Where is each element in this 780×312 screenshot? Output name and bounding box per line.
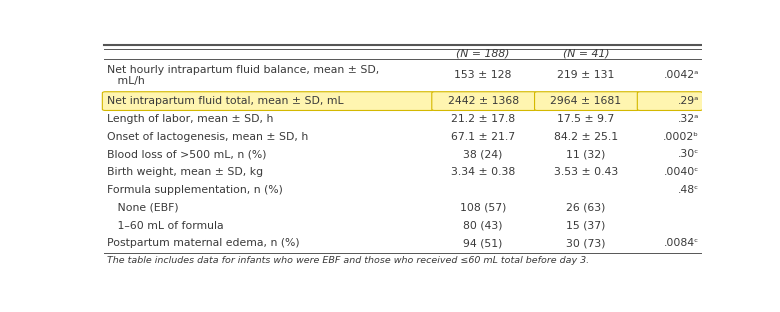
Text: .32ᵃ: .32ᵃ bbox=[678, 114, 699, 124]
Text: 15 (37): 15 (37) bbox=[566, 221, 605, 231]
Text: 2964 ± 1681: 2964 ± 1681 bbox=[551, 96, 622, 106]
Text: 38 (24): 38 (24) bbox=[463, 149, 503, 159]
FancyBboxPatch shape bbox=[432, 92, 537, 110]
FancyBboxPatch shape bbox=[637, 92, 703, 110]
Text: (N = 188): (N = 188) bbox=[456, 49, 510, 59]
Text: .0002ᵇ: .0002ᵇ bbox=[663, 132, 699, 142]
Text: .0084ᶜ: .0084ᶜ bbox=[664, 238, 699, 248]
FancyBboxPatch shape bbox=[102, 92, 434, 110]
Text: Onset of lactogenesis, mean ± SD, h: Onset of lactogenesis, mean ± SD, h bbox=[107, 132, 308, 142]
Text: 67.1 ± 21.7: 67.1 ± 21.7 bbox=[451, 132, 516, 142]
Text: .29ᵃ: .29ᵃ bbox=[678, 96, 699, 106]
Text: mL/h: mL/h bbox=[107, 76, 144, 86]
Text: 2442 ± 1368: 2442 ± 1368 bbox=[448, 96, 519, 106]
Text: 84.2 ± 25.1: 84.2 ± 25.1 bbox=[554, 132, 618, 142]
Text: 21.2 ± 17.8: 21.2 ± 17.8 bbox=[451, 114, 516, 124]
Text: 11 (32): 11 (32) bbox=[566, 149, 605, 159]
FancyBboxPatch shape bbox=[534, 92, 640, 110]
Text: Postpartum maternal edema, n (%): Postpartum maternal edema, n (%) bbox=[107, 238, 300, 248]
Text: .0040ᶜ: .0040ᶜ bbox=[664, 167, 699, 177]
Text: Blood loss of >500 mL, n (%): Blood loss of >500 mL, n (%) bbox=[107, 149, 266, 159]
Text: Net intrapartum fluid total, mean ± SD, mL: Net intrapartum fluid total, mean ± SD, … bbox=[107, 96, 343, 106]
Text: .48ᶜ: .48ᶜ bbox=[678, 185, 699, 195]
Text: Formula supplementation, n (%): Formula supplementation, n (%) bbox=[107, 185, 282, 195]
Text: 3.53 ± 0.43: 3.53 ± 0.43 bbox=[554, 167, 618, 177]
Text: 3.34 ± 0.38: 3.34 ± 0.38 bbox=[451, 167, 516, 177]
Text: 1–60 mL of formula: 1–60 mL of formula bbox=[107, 221, 223, 231]
Text: .30ᶜ: .30ᶜ bbox=[678, 149, 699, 159]
Text: Length of labor, mean ± SD, h: Length of labor, mean ± SD, h bbox=[107, 114, 273, 124]
Text: 80 (43): 80 (43) bbox=[463, 221, 503, 231]
Text: (N = 41): (N = 41) bbox=[562, 49, 609, 59]
Text: 26 (63): 26 (63) bbox=[566, 203, 605, 213]
Text: 108 (57): 108 (57) bbox=[460, 203, 506, 213]
Text: Net hourly intrapartum fluid balance, mean ± SD,: Net hourly intrapartum fluid balance, me… bbox=[107, 65, 379, 75]
Text: 30 (73): 30 (73) bbox=[566, 238, 606, 248]
Text: 153 ± 128: 153 ± 128 bbox=[455, 71, 512, 80]
Text: 94 (51): 94 (51) bbox=[463, 238, 503, 248]
Text: 17.5 ± 9.7: 17.5 ± 9.7 bbox=[558, 114, 615, 124]
Text: The table includes data for infants who were EBF and those who received ≤60 mL t: The table includes data for infants who … bbox=[107, 256, 589, 265]
Text: 219 ± 131: 219 ± 131 bbox=[557, 71, 615, 80]
Text: None (EBF): None (EBF) bbox=[107, 203, 178, 213]
Text: Birth weight, mean ± SD, kg: Birth weight, mean ± SD, kg bbox=[107, 167, 263, 177]
Text: .0042ᵃ: .0042ᵃ bbox=[664, 71, 699, 80]
